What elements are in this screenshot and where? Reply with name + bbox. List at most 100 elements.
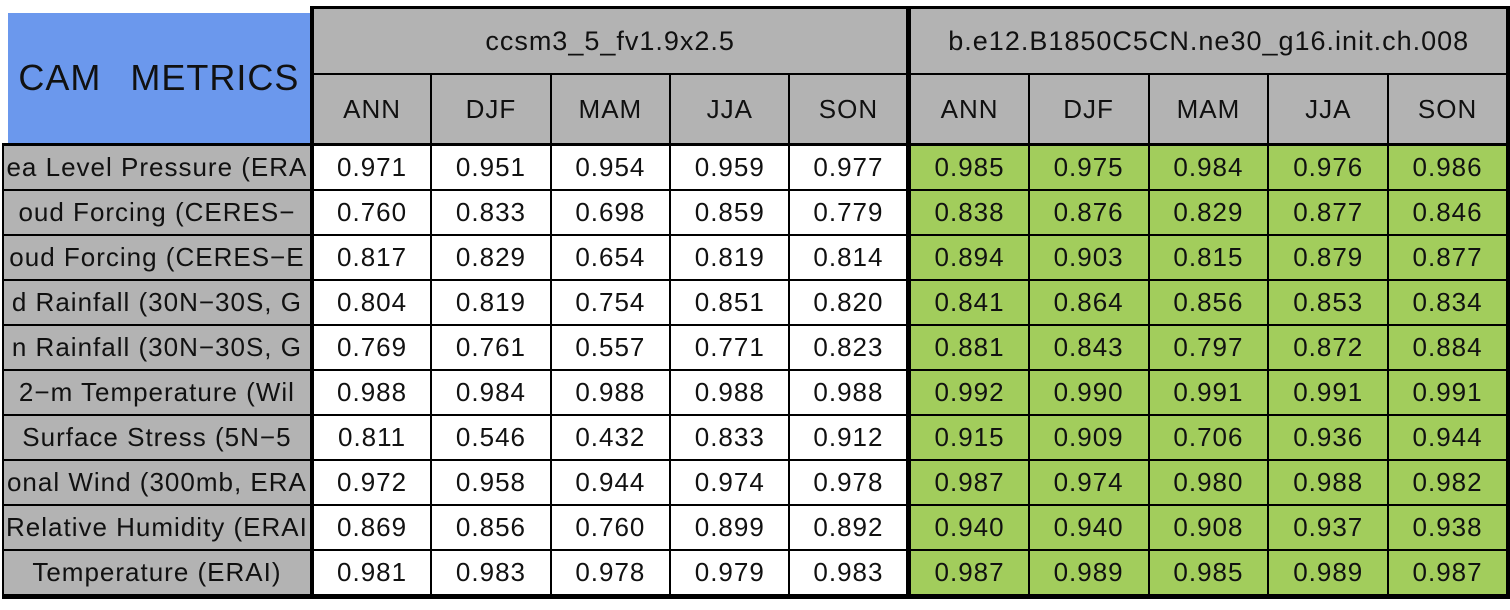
season-header-mam-model1: MAM <box>549 73 672 146</box>
season-header-ann-model2: ANN <box>906 73 1030 146</box>
value-model1-ann: 0.971 <box>309 143 433 191</box>
value-model2-son: 0.846 <box>1387 189 1510 236</box>
value-model2-mam: 0.980 <box>1147 459 1270 506</box>
value-model2-jja: 0.988 <box>1267 459 1390 506</box>
value-model1-son: 0.977 <box>788 143 910 191</box>
value-model1-djf: 0.819 <box>430 279 552 326</box>
metric-label: 2−m Temperature (Wil <box>2 369 313 416</box>
value-model1-mam: 0.698 <box>549 189 672 236</box>
value-model2-djf: 0.990 <box>1027 369 1150 416</box>
value-model1-ann: 0.869 <box>309 504 433 551</box>
value-model2-jja: 0.989 <box>1267 549 1390 599</box>
title-box: CAM METRICS <box>8 12 310 142</box>
value-model2-mam: 0.984 <box>1147 143 1270 191</box>
value-model1-jja: 0.988 <box>669 369 791 416</box>
value-model1-son: 0.823 <box>788 324 910 371</box>
value-model1-son: 0.779 <box>788 189 910 236</box>
value-model2-mam: 0.985 <box>1147 549 1270 599</box>
value-model1-ann: 0.811 <box>309 414 433 461</box>
value-model2-mam: 0.815 <box>1147 234 1270 281</box>
value-model2-jja: 0.853 <box>1267 279 1390 326</box>
value-model2-djf: 0.876 <box>1027 189 1150 236</box>
value-model1-mam: 0.988 <box>549 369 672 416</box>
model2-header: b.e12.B1850C5CN.ne30_g16.init.ch.008 <box>906 6 1510 75</box>
value-model2-jja: 0.872 <box>1267 324 1390 371</box>
metric-row: onal Wind (300mb, ERA 0.972 0.958 0.944 0.97… <box>2 459 1510 506</box>
metric-label: Surface Stress (5N−5 <box>2 414 313 461</box>
value-model1-mam: 0.432 <box>549 414 672 461</box>
value-model2-mam: 0.706 <box>1147 414 1270 461</box>
metric-label: Relative Humidity (ERAI <box>2 504 313 551</box>
season-header-jja-model1: JJA <box>669 73 791 146</box>
value-model2-ann: 0.992 <box>906 369 1030 416</box>
value-model1-mam: 0.557 <box>549 324 672 371</box>
value-model1-jja: 0.859 <box>669 189 791 236</box>
value-model2-ann: 0.987 <box>906 459 1030 506</box>
value-model1-mam: 0.978 <box>549 549 672 599</box>
value-model1-son: 0.820 <box>788 279 910 326</box>
metric-label: oud Forcing (CERES− <box>2 189 313 236</box>
value-model1-son: 0.988 <box>788 369 910 416</box>
value-model1-son: 0.912 <box>788 414 910 461</box>
value-model1-jja: 0.833 <box>669 414 791 461</box>
value-model2-djf: 0.903 <box>1027 234 1150 281</box>
value-model2-ann: 0.987 <box>906 549 1030 599</box>
value-model1-jja: 0.819 <box>669 234 791 281</box>
value-model2-jja: 0.991 <box>1267 369 1390 416</box>
value-model1-ann: 0.769 <box>309 324 433 371</box>
value-model2-jja: 0.877 <box>1267 189 1390 236</box>
value-model2-mam: 0.829 <box>1147 189 1270 236</box>
value-model2-son: 0.944 <box>1387 414 1510 461</box>
season-header-mam-model2: MAM <box>1147 73 1270 146</box>
model1-header: ccsm3_5_fv1.9x2.5 <box>309 6 910 75</box>
value-model2-djf: 0.864 <box>1027 279 1150 326</box>
metric-row: ea Level Pressure (ERA 0.971 0.951 0.954 0.9… <box>2 143 1510 191</box>
value-model1-jja: 0.899 <box>669 504 791 551</box>
value-model1-djf: 0.546 <box>430 414 552 461</box>
value-model2-djf: 0.974 <box>1027 459 1150 506</box>
value-model2-ann: 0.915 <box>906 414 1030 461</box>
metric-row: Relative Humidity (ERAI 0.869 0.856 0.760 0.… <box>2 504 1510 551</box>
metric-row: Surface Stress (5N−5 0.811 0.546 0.432 0.833… <box>2 414 1510 461</box>
value-model2-mam: 0.797 <box>1147 324 1270 371</box>
value-model2-ann: 0.881 <box>906 324 1030 371</box>
value-model1-mam: 0.754 <box>549 279 672 326</box>
value-model1-djf: 0.856 <box>430 504 552 551</box>
value-model2-ann: 0.940 <box>906 504 1030 551</box>
value-model1-djf: 0.761 <box>430 324 552 371</box>
value-model2-son: 0.938 <box>1387 504 1510 551</box>
season-header-djf-model2: DJF <box>1027 73 1150 146</box>
value-model2-djf: 0.909 <box>1027 414 1150 461</box>
value-model1-son: 0.978 <box>788 459 910 506</box>
metric-row: d Rainfall (30N−30S, G 0.804 0.819 0.754 0.8… <box>2 279 1510 326</box>
value-model2-djf: 0.843 <box>1027 324 1150 371</box>
value-model2-jja: 0.937 <box>1267 504 1390 551</box>
value-model1-ann: 0.760 <box>309 189 433 236</box>
metric-row: oud Forcing (CERES− 0.760 0.833 0.698 0.859 0… <box>2 189 1510 236</box>
metric-label: d Rainfall (30N−30S, G <box>2 279 313 326</box>
value-model1-djf: 0.829 <box>430 234 552 281</box>
value-model1-mam: 0.760 <box>549 504 672 551</box>
value-model1-son: 0.814 <box>788 234 910 281</box>
value-model2-jja: 0.936 <box>1267 414 1390 461</box>
value-model2-djf: 0.989 <box>1027 549 1150 599</box>
metric-row: 2−m Temperature (Wil 0.988 0.984 0.988 0.988… <box>2 369 1510 416</box>
value-model1-mam: 0.954 <box>549 143 672 191</box>
metric-row: n Rainfall (30N−30S, G 0.769 0.761 0.557 0.7… <box>2 324 1510 371</box>
value-model2-mam: 0.856 <box>1147 279 1270 326</box>
metric-label: Temperature (ERAI) <box>2 549 313 599</box>
value-model1-ann: 0.981 <box>309 549 433 599</box>
metric-row: Temperature (ERAI) 0.981 0.983 0.978 0.979 0.… <box>2 549 1510 599</box>
season-header-row: ANN DJF MAM JJA SON ANN DJF MAM JJA SON <box>3 73 1510 146</box>
value-model2-mam: 0.991 <box>1147 369 1270 416</box>
metric-label: n Rainfall (30N−30S, G <box>2 324 313 371</box>
value-model1-son: 0.892 <box>788 504 910 551</box>
value-model2-son: 0.884 <box>1387 324 1510 371</box>
metric-label: oud Forcing (CERES−E <box>2 234 313 281</box>
season-header-djf-model1: DJF <box>430 73 552 146</box>
value-model2-ann: 0.838 <box>906 189 1030 236</box>
value-model2-son: 0.986 <box>1387 143 1510 191</box>
value-model2-mam: 0.908 <box>1147 504 1270 551</box>
value-model2-ann: 0.841 <box>906 279 1030 326</box>
value-model1-jja: 0.959 <box>669 143 791 191</box>
